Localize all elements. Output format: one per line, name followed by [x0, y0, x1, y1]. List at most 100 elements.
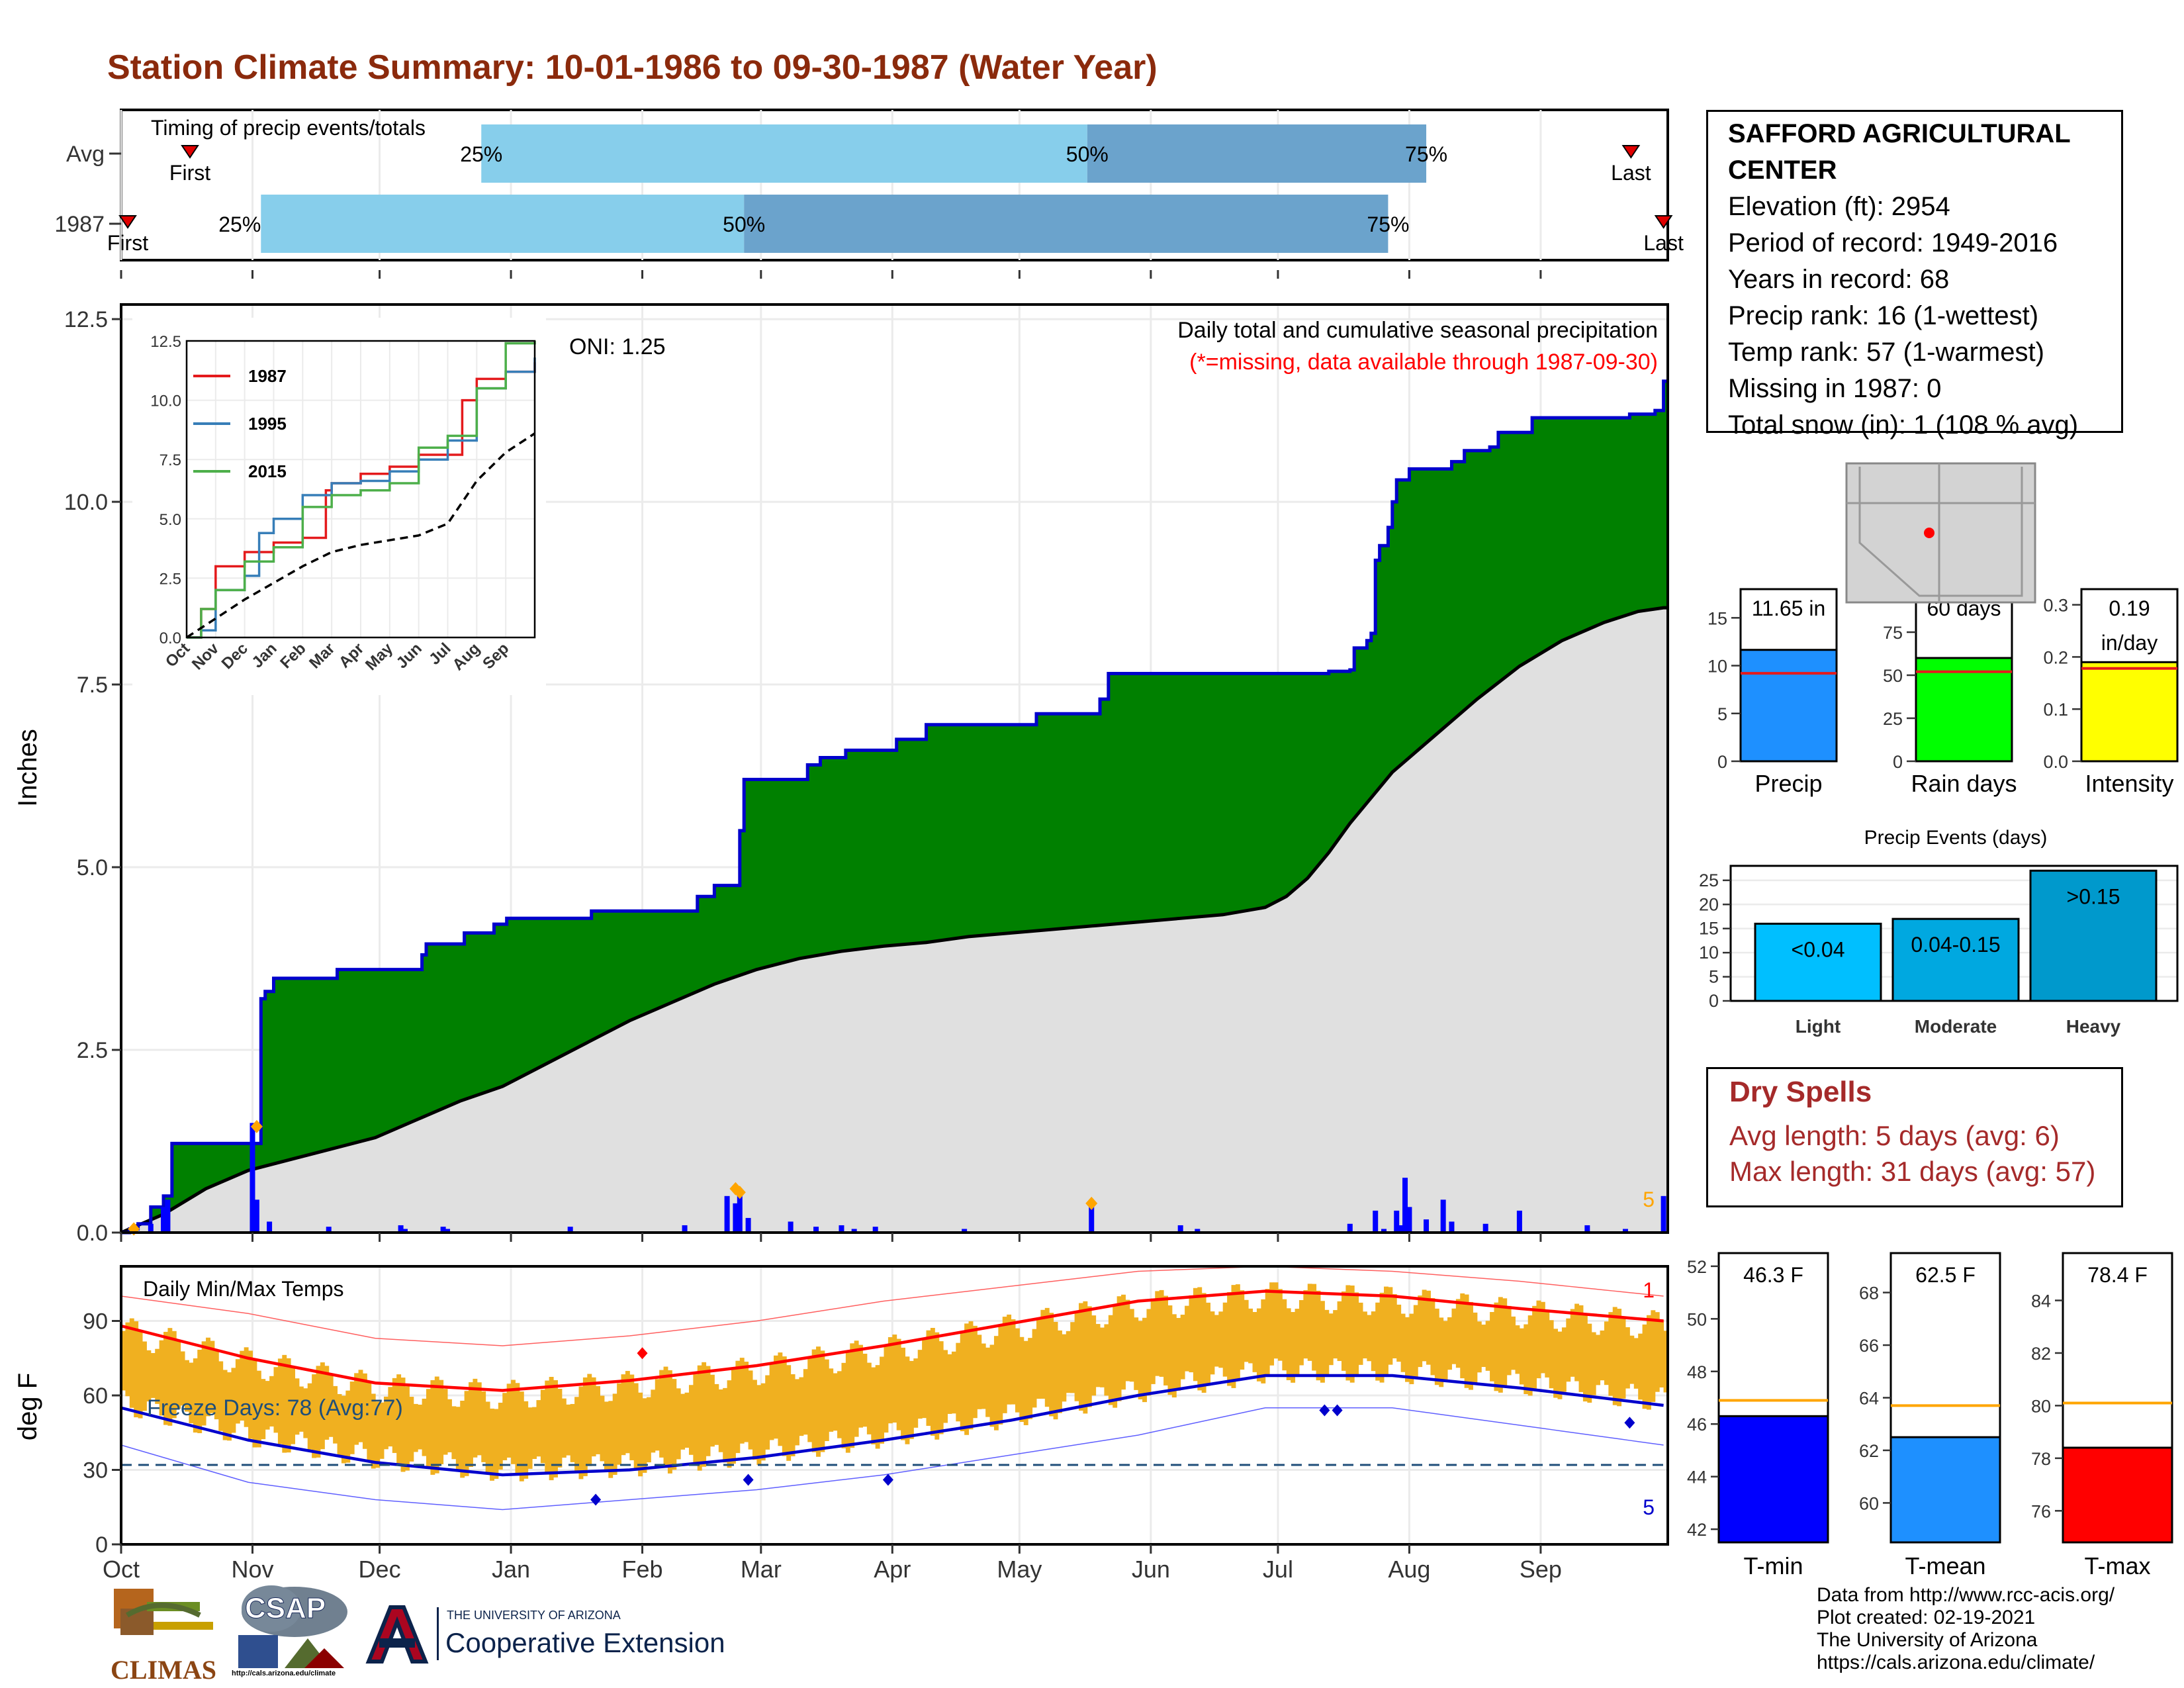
daily-temp-bar — [473, 1378, 478, 1458]
daily-temp-bar — [697, 1365, 702, 1471]
daily-temp-bar — [938, 1341, 944, 1434]
daily-temp-bar — [765, 1375, 770, 1450]
temp-summary-y-tick-label: 42 — [1687, 1520, 1707, 1540]
record-max-line — [120, 1266, 1664, 1346]
daily-temp-bar — [409, 1397, 414, 1462]
daily-temp-bar — [600, 1395, 605, 1462]
daily-temp-bar — [354, 1373, 359, 1445]
precip-events-category: Light — [1796, 1016, 1841, 1037]
temp-summary-bar-label: T-mean — [1905, 1552, 1985, 1579]
daily-temp-bar — [1490, 1312, 1494, 1382]
daily-temp-bar — [553, 1380, 558, 1477]
page-title: Station Climate Summary: 10-01-1986 to 0… — [107, 48, 1158, 87]
daily-temp-bar — [629, 1374, 635, 1460]
daily-temp-bar — [1312, 1284, 1317, 1371]
daily-temp-bar — [786, 1365, 792, 1461]
temp-summary-bar-label: T-min — [1744, 1552, 1803, 1579]
daily-temp-bar — [477, 1382, 482, 1456]
daily-temp-bar — [1422, 1289, 1427, 1362]
daily-temp-bar — [1134, 1317, 1139, 1390]
daily-temp-bar — [1384, 1286, 1388, 1376]
daily-temp-bar — [1011, 1319, 1016, 1405]
daily-precip-bar — [1373, 1210, 1379, 1233]
daily-temp-bar — [1455, 1299, 1461, 1368]
daily-temp-bar — [795, 1379, 799, 1446]
daily-temp-bar — [744, 1362, 749, 1442]
record-low-marker — [1332, 1404, 1343, 1417]
temp-summary-y-tick-label: 48 — [1687, 1362, 1707, 1382]
daily-temp-bar — [498, 1403, 503, 1470]
timing-last-label: Last — [1611, 161, 1651, 185]
timing-first-marker — [118, 215, 137, 229]
daily-temp-bar — [1066, 1331, 1071, 1393]
temps-x-tick-label: Mar — [741, 1556, 782, 1583]
daily-temp-bar — [922, 1338, 927, 1419]
daily-temp-bar — [803, 1369, 808, 1435]
daily-temp-bar — [951, 1351, 956, 1414]
summary-bar-label: Intensity — [2085, 770, 2173, 797]
daily-temp-bar — [1142, 1317, 1147, 1403]
record-low-marker — [1319, 1404, 1330, 1417]
daily-temp-bar — [1231, 1285, 1236, 1388]
daily-temp-bar — [676, 1388, 681, 1460]
daily-temp-bar — [705, 1366, 711, 1456]
precip-events-bar — [1754, 922, 1882, 1002]
daily-temp-bar — [256, 1370, 261, 1448]
station-period: Period of record: 1949-2016 — [1728, 228, 2058, 258]
daily-temp-bar — [210, 1340, 215, 1413]
daily-precip-bar — [1177, 1225, 1183, 1233]
daily-temp-bar — [714, 1383, 719, 1445]
daily-temp-bar — [1481, 1325, 1486, 1368]
daily-temp-bar — [1138, 1321, 1143, 1399]
daily-temp-bar — [1596, 1335, 1601, 1385]
daily-temp-bar — [1062, 1334, 1067, 1402]
daily-temp-bar — [125, 1322, 130, 1397]
daily-temp-bar — [316, 1366, 321, 1458]
daily-temp-bar — [1104, 1324, 1109, 1396]
daily-temp-bar — [1469, 1301, 1473, 1390]
daily-temp-bar — [1363, 1311, 1367, 1359]
daily-temp-bar — [638, 1392, 643, 1477]
station-location-dot — [1924, 528, 1934, 538]
daily-temp-bar — [985, 1347, 991, 1417]
daily-precip-bar — [851, 1229, 857, 1233]
daily-temp-bar — [1333, 1310, 1338, 1359]
daily-temp-bar — [909, 1360, 914, 1439]
daily-temp-bar — [1159, 1289, 1164, 1377]
daily-temp-bar — [163, 1331, 168, 1425]
temp-summary-value-label: 78.4 F — [2087, 1263, 2148, 1287]
daily-precip-bar — [682, 1225, 688, 1233]
daily-temp-bar — [1197, 1287, 1203, 1391]
daily-temp-bar — [523, 1401, 529, 1479]
daily-temp-bar — [1566, 1318, 1571, 1382]
daily-temp-bar — [413, 1403, 418, 1452]
daily-temp-bar — [1600, 1330, 1605, 1381]
daily-temp-bar — [1248, 1308, 1253, 1364]
daily-temp-bar — [1214, 1315, 1219, 1367]
daily-temp-bar — [778, 1352, 783, 1446]
daily-temp-bar — [727, 1380, 732, 1468]
timing-bar-50-75 — [1087, 124, 1427, 183]
daily-temp-bar — [1189, 1295, 1194, 1373]
location-map — [1845, 462, 2036, 604]
temps-x-tick-label: Feb — [622, 1556, 663, 1583]
summary-value-unit: in/day — [2101, 631, 2158, 655]
daily-temp-bar — [1036, 1318, 1041, 1399]
daily-temp-bar — [1367, 1315, 1372, 1362]
daily-temp-bar — [578, 1386, 584, 1479]
daily-temp-bar — [659, 1370, 664, 1458]
daily-precip-bar — [1584, 1225, 1590, 1233]
daily-temp-bar — [328, 1375, 334, 1437]
daily-temp-bar — [913, 1358, 919, 1428]
daily-temp-bar — [185, 1360, 189, 1412]
daily-temp-bar — [155, 1348, 160, 1404]
record-min-line — [120, 1407, 1664, 1511]
daily-temp-bar — [1240, 1290, 1245, 1370]
daily-temp-bar — [146, 1350, 152, 1402]
daily-temp-bar — [1354, 1292, 1359, 1376]
temps-frame — [120, 1265, 1669, 1546]
daily-precip-bar — [733, 1203, 739, 1233]
daily-temp-bar — [180, 1351, 185, 1406]
temp-summary-y-tick-label: 46 — [1687, 1415, 1707, 1434]
daily-temp-bar — [460, 1400, 465, 1478]
